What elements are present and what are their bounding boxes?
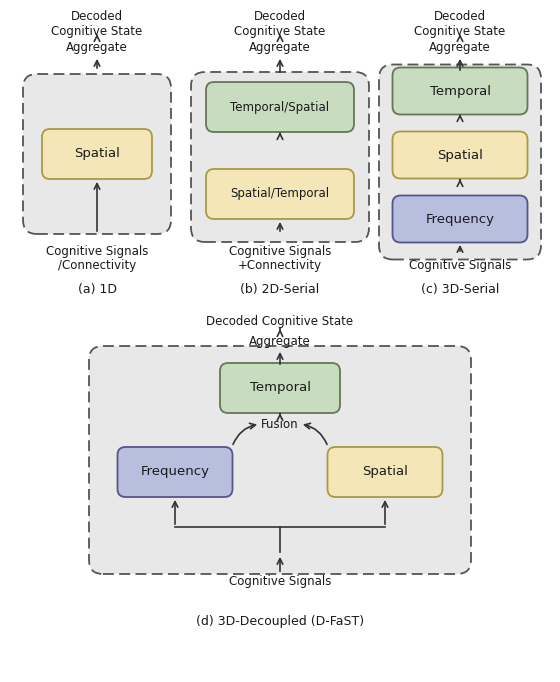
Text: (d) 3D-Decoupled (D-FaST): (d) 3D-Decoupled (D-FaST) — [196, 615, 364, 629]
FancyBboxPatch shape — [393, 132, 528, 179]
Text: Temporal/Spatial: Temporal/Spatial — [230, 100, 330, 113]
FancyBboxPatch shape — [393, 196, 528, 243]
Text: Frequency: Frequency — [141, 466, 209, 479]
FancyBboxPatch shape — [42, 129, 152, 179]
Text: Decoded: Decoded — [434, 10, 486, 23]
Text: Fusion: Fusion — [261, 417, 299, 430]
Text: Temporal: Temporal — [250, 381, 310, 394]
FancyBboxPatch shape — [23, 74, 171, 234]
Text: (c) 3D-Serial: (c) 3D-Serial — [421, 282, 499, 295]
FancyBboxPatch shape — [379, 65, 541, 259]
Text: Aggregate: Aggregate — [249, 42, 311, 55]
FancyBboxPatch shape — [206, 82, 354, 132]
Text: Cognitive State: Cognitive State — [414, 25, 506, 38]
Text: Decoded Cognitive State: Decoded Cognitive State — [207, 316, 353, 329]
Text: Cognitive Signals: Cognitive Signals — [409, 259, 511, 273]
Text: Aggregate: Aggregate — [249, 334, 311, 348]
Text: Cognitive Signals: Cognitive Signals — [229, 576, 331, 589]
Text: Decoded: Decoded — [71, 10, 123, 23]
Text: (b) 2D-Serial: (b) 2D-Serial — [240, 282, 320, 295]
Text: Decoded: Decoded — [254, 10, 306, 23]
Text: +Connectivity: +Connectivity — [238, 259, 322, 273]
Text: Spatial: Spatial — [74, 147, 120, 160]
FancyBboxPatch shape — [328, 447, 442, 497]
Text: Spatial: Spatial — [437, 149, 483, 162]
Text: /Connectivity: /Connectivity — [58, 259, 136, 273]
Text: Aggregate: Aggregate — [429, 42, 491, 55]
Text: Cognitive Signals: Cognitive Signals — [46, 246, 148, 258]
Text: Temporal: Temporal — [430, 85, 491, 98]
FancyBboxPatch shape — [191, 72, 369, 242]
Text: Frequency: Frequency — [426, 213, 494, 226]
Text: Aggregate: Aggregate — [66, 42, 128, 55]
FancyBboxPatch shape — [393, 68, 528, 115]
Text: Spatial/Temporal: Spatial/Temporal — [230, 188, 330, 201]
FancyBboxPatch shape — [89, 346, 471, 574]
Text: Spatial: Spatial — [362, 466, 408, 479]
Text: Cognitive State: Cognitive State — [52, 25, 143, 38]
FancyBboxPatch shape — [220, 363, 340, 413]
Text: (a) 1D: (a) 1D — [77, 282, 116, 295]
Text: Cognitive State: Cognitive State — [235, 25, 325, 38]
FancyBboxPatch shape — [118, 447, 232, 497]
FancyBboxPatch shape — [206, 169, 354, 219]
Text: Cognitive Signals: Cognitive Signals — [229, 246, 331, 258]
